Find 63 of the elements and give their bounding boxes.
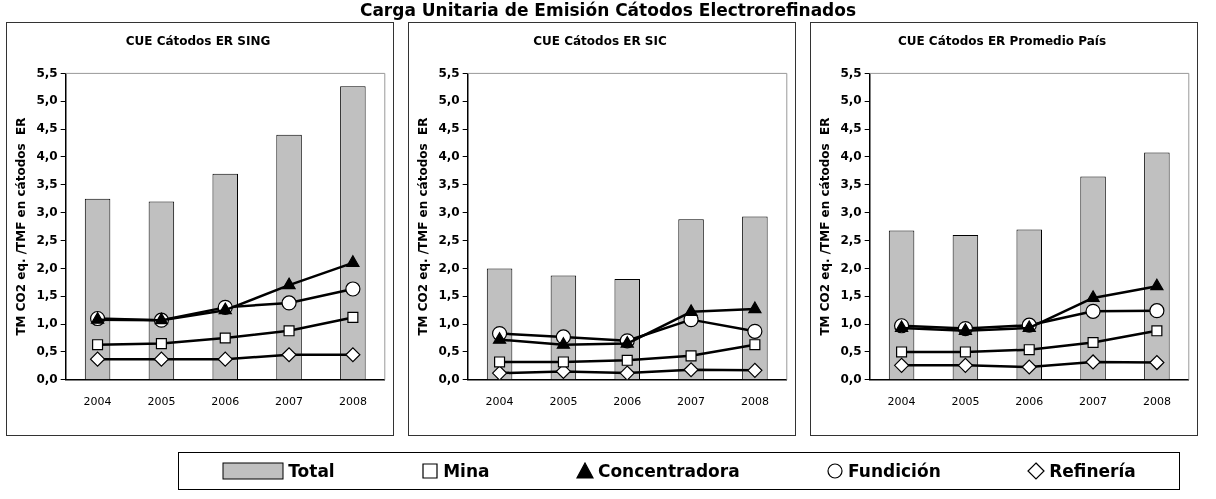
y-tick-label: 5,5 [840,65,862,80]
y-tick-label: 4,5 [840,121,862,136]
y-tick-label: 4,5 [438,121,460,136]
legend-label: Concentradora [597,461,740,481]
y-tick-label: 0,5 [36,344,58,359]
x-tick-label: 2004 [485,395,514,409]
y-tick-label: 2,0 [438,260,460,275]
y-tick-label: 1,0 [36,316,58,331]
x-tick-label: 2008 [740,395,769,409]
x-tick-label: 2008 [338,395,367,409]
y-tick-label: 2,0 [840,260,862,275]
legend-label: Total [288,461,335,481]
y-tick-label: 1,5 [840,288,862,303]
x-tick-label: 2004 [83,395,112,409]
y-tick-label: 1,0 [438,316,460,331]
legend-label: Refinería [1049,461,1136,481]
x-tick-label: 2008 [1142,395,1171,409]
y-tick-label: 5,0 [438,93,460,108]
legend-label: Fundición [848,461,941,481]
y-tick-label: 2,5 [438,232,460,247]
x-tick-label: 2007 [275,395,304,409]
y-tick-label: 0,0 [840,371,862,386]
y-tick-label: 1,5 [438,288,460,303]
y-tick-label: 2,5 [840,232,862,247]
y-tick-label: 3,5 [36,176,58,191]
y-axis-title: TM CO2 eq. /TMF en cátodos ER [818,117,833,336]
text: Carga Unitaria de Emisión Cátodos Electrorefinados [358,0,858,20]
y-tick-label: 3,0 [840,204,862,219]
y-tick-label: 4,0 [840,149,862,164]
y-tick-label: 3,5 [840,176,862,191]
x-tick-label: 2006 [1015,395,1044,409]
chart-title: CUE Cátodos ER SING [125,34,271,49]
y-tick-label: 2,0 [36,260,58,275]
y-axis-title: TM CO2 eq. /TMF en cátodos ER [14,117,29,336]
x-tick-label: 2006 [211,395,240,409]
x-tick-label: 2007 [1079,395,1108,409]
y-tick-label: 3,0 [438,204,460,219]
y-tick-label: 0,0 [36,371,58,386]
y-tick-label: 4,0 [438,149,460,164]
y-tick-label: 1,5 [36,288,58,303]
y-tick-label: 4,5 [36,121,58,136]
y-tick-label: 0,5 [438,344,460,359]
y-tick-label: 1,0 [840,316,862,331]
chart-title: CUE Cátodos ER SIC [533,34,667,49]
y-tick-label: 5,0 [840,93,862,108]
x-tick-label: 2006 [613,395,642,409]
y-tick-label: 5,5 [36,65,58,80]
y-tick-label: 3,0 [36,204,58,219]
x-tick-label: 2005 [951,395,980,409]
y-tick-label: 5,0 [36,93,58,108]
x-tick-label: 2005 [147,395,176,409]
y-tick-label: 4,0 [36,149,58,164]
y-tick-label: 3,5 [438,176,460,191]
x-tick-label: 2005 [549,395,578,409]
x-tick-label: 2004 [887,395,916,409]
y-tick-label: 2,5 [36,232,58,247]
y-tick-label: 0,5 [840,344,862,359]
legend-label: Mina [443,461,490,481]
y-axis-title: TM CO2 eq. /TMF en cátodos ER [416,117,431,336]
x-tick-label: 2007 [677,395,706,409]
y-tick-label: 5,5 [438,65,460,80]
y-tick-label: 0,0 [438,371,460,386]
chart-title: CUE Cátodos ER Promedio País [897,34,1107,49]
